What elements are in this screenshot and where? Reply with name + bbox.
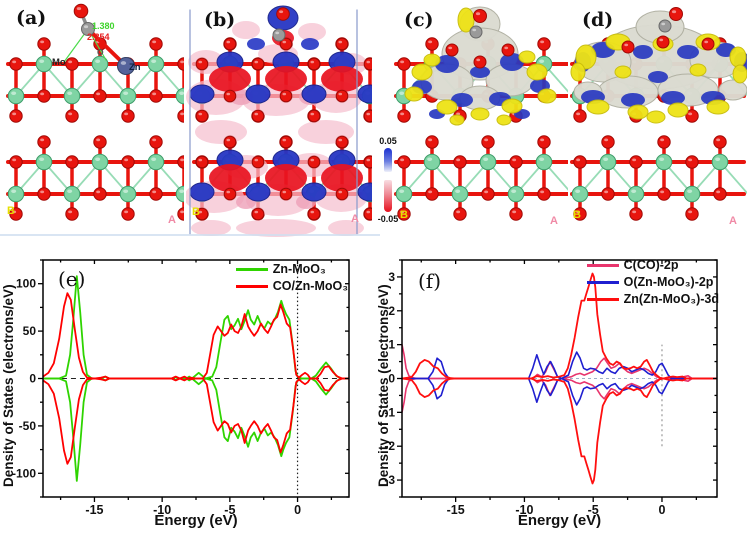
svg-text:-15: -15 — [85, 503, 103, 517]
panel-a-structure-svg — [6, 3, 184, 221]
svg-text:-2: -2 — [384, 439, 395, 453]
svg-text:-100: -100 — [12, 466, 36, 480]
axis-letter-a: A — [351, 213, 359, 225]
legend-item-label: O(Zn-MoO₃)-2p — [623, 275, 714, 289]
divider-line — [0, 234, 380, 236]
x-axis-title: Energy (eV) — [154, 512, 238, 529]
atom-label-zn: Zn — [129, 62, 141, 73]
panel-d-label: (d) — [582, 9, 614, 31]
colorbar-positive-segment — [384, 148, 392, 172]
svg-text:3: 3 — [388, 270, 395, 284]
svg-text:-50: -50 — [19, 419, 37, 433]
legend: C(CO)-2p O(Zn-MoO₃)-2p Zn(Zn-MoO₃)-3d — [586, 258, 719, 306]
axis-letter-b: B — [573, 209, 581, 221]
svg-text:-5: -5 — [588, 503, 599, 517]
panel-a-structure: (a) Mo Zn O 1.380 2.354 B A — [2, 2, 184, 238]
legend-line-swatch — [586, 263, 619, 267]
axis-letter-a: A — [550, 215, 558, 227]
axis-letter-a: A — [729, 215, 737, 227]
axis-letter-a: A — [168, 214, 176, 226]
panel-d-isosurface-svg — [570, 7, 747, 221]
svg-text:50: 50 — [23, 324, 37, 338]
bond-length-zn-c: 2.354 — [87, 32, 110, 42]
axis-letter-b: B — [192, 206, 200, 218]
legend-item-label: C(CO)-2p — [623, 258, 679, 272]
colorbar-negative-segment — [384, 180, 392, 212]
panel-a-label: (a) — [16, 7, 47, 29]
legend-item: CO/Zn-MoO₃ — [235, 279, 348, 293]
svg-text:-1: -1 — [384, 405, 395, 419]
colorbar-min-label: -0.05 — [377, 214, 399, 224]
svg-text:-5: -5 — [224, 503, 235, 517]
axis-letter-b: B — [400, 209, 408, 221]
panel-f-label: (f) — [418, 269, 442, 293]
bond-length-co: 1.380 — [92, 21, 115, 31]
legend-item: O(Zn-MoO₃)-2p — [586, 275, 714, 289]
legend-item-label: Zn(Zn-MoO₃)-3d — [623, 292, 719, 306]
svg-text:0: 0 — [659, 503, 666, 517]
legend-line-swatch — [235, 267, 268, 271]
y-axis-title: Density of States (electrons/eV) — [376, 284, 391, 488]
y-axis-title: Density of States (electrons/eV) — [1, 284, 16, 488]
legend-item-label: Zn-MoO₃ — [272, 262, 326, 276]
panel-b-label: (b) — [204, 9, 236, 31]
panel-b-charge-density-svg — [186, 5, 372, 237]
legend-item: Zn-MoO₃ — [235, 262, 326, 276]
colorbar: 0.05 -0.05 — [369, 136, 407, 224]
svg-text:-3: -3 — [384, 473, 395, 487]
legend-line-swatch — [235, 284, 268, 288]
panel-c-isosurface: (c) B A — [392, 2, 568, 238]
svg-text:0: 0 — [294, 503, 301, 517]
panel-d-isosurface: (d) B A — [568, 2, 747, 238]
legend-item: C(CO)-2p — [586, 258, 679, 272]
svg-text:-15: -15 — [447, 503, 465, 517]
legend-line-swatch — [586, 297, 619, 301]
svg-text:100: 100 — [16, 277, 36, 291]
panel-c-label: (c) — [404, 9, 434, 31]
legend-line-swatch — [586, 280, 619, 284]
panel-b-charge-density: (b) B A — [186, 2, 372, 238]
legend: Zn-MoO₃ CO/Zn-MoO₃ — [235, 262, 348, 293]
svg-text:2: 2 — [388, 304, 395, 318]
dos-chart-f: -15 -10 -5 0 -3 -2 -1 0 1 2 3 (f) Density of State… — [374, 245, 749, 536]
svg-text:0: 0 — [388, 372, 395, 386]
svg-text:-10: -10 — [515, 503, 533, 517]
svg-text:-10: -10 — [153, 503, 171, 517]
panel-e-label: (e) — [58, 267, 86, 291]
x-axis-title: Energy (eV) — [517, 512, 602, 529]
axis-letter-b: B — [7, 205, 15, 217]
panel-c-isosurface-svg — [394, 6, 568, 221]
legend-item-label: CO/Zn-MoO₃ — [272, 279, 348, 293]
legend-item: Zn(Zn-MoO₃)-3d — [586, 292, 719, 306]
dos-chart-e: -15 -10 -5 0 -100 -50 0 50 100 (e) Density of St… — [0, 245, 375, 536]
atom-label-mo: Mo — [52, 57, 66, 68]
atom-label-o: O — [97, 47, 104, 57]
svg-text:0: 0 — [29, 372, 36, 386]
colorbar-max-label: 0.05 — [379, 136, 397, 146]
svg-text:1: 1 — [388, 338, 395, 352]
